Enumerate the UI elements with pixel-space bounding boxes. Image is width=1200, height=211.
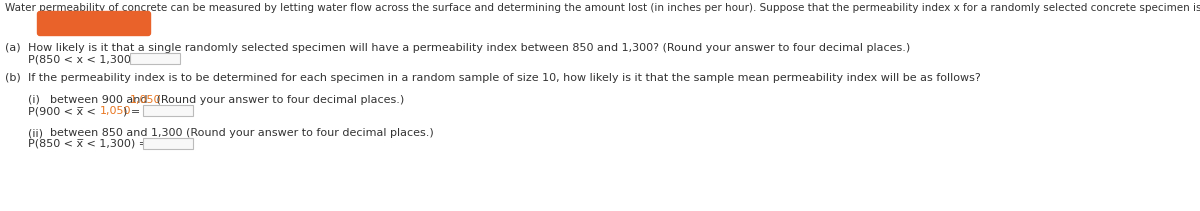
Text: If the permeability index is to be determined for each specimen in a random samp: If the permeability index is to be deter…: [28, 73, 980, 83]
Text: P(900 < x̅ <: P(900 < x̅ <: [28, 106, 100, 116]
Text: ⎀: ⎀: [53, 19, 59, 29]
Text: (a): (a): [5, 43, 20, 53]
Text: between 900 and: between 900 and: [50, 95, 151, 105]
Text: P(850 < x < 1,300) =: P(850 < x < 1,300) =: [28, 54, 148, 64]
Text: USE SALT: USE SALT: [68, 19, 122, 29]
Text: ) =: ) =: [124, 106, 140, 116]
Text: (i): (i): [28, 95, 40, 105]
Text: Water permeability of concrete can be measured by letting water flow across the : Water permeability of concrete can be me…: [5, 3, 1200, 13]
FancyBboxPatch shape: [37, 12, 150, 35]
Text: (Round your answer to four decimal places.): (Round your answer to four decimal place…: [154, 95, 404, 105]
FancyBboxPatch shape: [143, 105, 193, 116]
Text: 1,050: 1,050: [130, 95, 162, 105]
Text: P(850 < x̅ < 1,300) =: P(850 < x̅ < 1,300) =: [28, 139, 148, 149]
Text: (ii): (ii): [28, 128, 43, 138]
Text: (b): (b): [5, 73, 20, 83]
Text: 1,050: 1,050: [100, 106, 132, 116]
FancyBboxPatch shape: [130, 53, 180, 64]
FancyBboxPatch shape: [143, 138, 193, 149]
Text: How likely is it that a single randomly selected specimen will have a permeabili: How likely is it that a single randomly …: [28, 43, 911, 53]
Text: between 850 and 1,300 (Round your answer to four decimal places.): between 850 and 1,300 (Round your answer…: [50, 128, 433, 138]
